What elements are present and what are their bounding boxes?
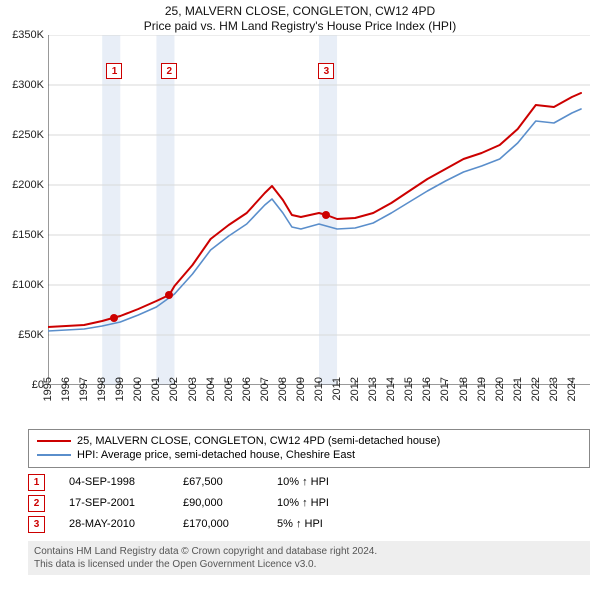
x-tick-label: 2022 (530, 377, 542, 401)
page-subtitle: Price paid vs. HM Land Registry's House … (0, 19, 600, 33)
sale-delta: 10% ↑ HPI (277, 497, 367, 509)
x-tick-label: 2012 (349, 377, 361, 401)
x-tick-label: 2004 (205, 377, 217, 401)
sale-notes: 1 04-SEP-1998 £67,500 10% ↑ HPI 2 17-SEP… (28, 474, 590, 533)
x-tick-label: 1999 (114, 377, 126, 401)
legend-item: HPI: Average price, semi-detached house,… (37, 448, 581, 462)
x-tick-label: 2002 (168, 377, 180, 401)
x-tick-label: 1996 (60, 377, 72, 401)
page-title: 25, MALVERN CLOSE, CONGLETON, CW12 4PD (0, 4, 600, 18)
sale-marker-icon: 3 (318, 63, 334, 79)
sale-price: £90,000 (183, 497, 253, 509)
x-tick-label: 2007 (259, 377, 271, 401)
x-tick-label: 2013 (367, 377, 379, 401)
sale-delta: 5% ↑ HPI (277, 518, 367, 530)
footer-line: This data is licensed under the Open Gov… (34, 558, 584, 571)
x-tick-label: 2006 (241, 377, 253, 401)
sale-point-icon (165, 291, 173, 299)
sale-date: 17-SEP-2001 (69, 497, 159, 509)
sale-marker-icon: 2 (28, 495, 45, 512)
sale-point-icon (322, 211, 330, 219)
x-tick-label: 2018 (458, 377, 470, 401)
sale-point-icon (110, 314, 118, 322)
sale-note: 1 04-SEP-1998 £67,500 10% ↑ HPI (28, 474, 590, 491)
legend-label: 25, MALVERN CLOSE, CONGLETON, CW12 4PD (… (77, 434, 440, 448)
sale-marker-icon: 1 (106, 63, 122, 79)
sale-marker-icon: 3 (28, 516, 45, 533)
legend: 25, MALVERN CLOSE, CONGLETON, CW12 4PD (… (28, 429, 590, 468)
y-tick-label: £0 (0, 379, 44, 391)
x-tick-label: 2021 (512, 377, 524, 401)
x-tick-label: 2010 (313, 377, 325, 401)
sale-marker-icon: 1 (28, 474, 45, 491)
page: 25, MALVERN CLOSE, CONGLETON, CW12 4PD P… (0, 0, 600, 590)
sale-delta: 10% ↑ HPI (277, 476, 367, 488)
sale-marker-icon: 2 (161, 63, 177, 79)
y-tick-label: £150K (0, 229, 44, 241)
x-tick-label: 2019 (476, 377, 488, 401)
x-tick-label: 2020 (494, 377, 506, 401)
x-tick-label: 2023 (548, 377, 560, 401)
y-tick-label: £250K (0, 129, 44, 141)
y-tick-label: £50K (0, 329, 44, 341)
x-tick-label: 2015 (403, 377, 415, 401)
footer: Contains HM Land Registry data © Crown c… (28, 541, 590, 575)
x-tick-label: 1998 (96, 377, 108, 401)
x-tick-label: 2017 (439, 377, 451, 401)
y-tick-label: £300K (0, 79, 44, 91)
x-tick-label: 2000 (132, 377, 144, 401)
x-tick-label: 1997 (78, 377, 90, 401)
x-tick-label: 2024 (566, 377, 578, 401)
x-tick-label: 2014 (385, 377, 397, 401)
y-tick-label: £100K (0, 279, 44, 291)
legend-item: 25, MALVERN CLOSE, CONGLETON, CW12 4PD (… (37, 434, 581, 448)
legend-swatch (37, 440, 71, 442)
chart-svg (48, 35, 590, 385)
sale-price: £170,000 (183, 518, 253, 530)
sale-price: £67,500 (183, 476, 253, 488)
x-tick-label: 1995 (42, 377, 54, 401)
sale-date: 04-SEP-1998 (69, 476, 159, 488)
sale-note: 3 28-MAY-2010 £170,000 5% ↑ HPI (28, 516, 590, 533)
x-tick-label: 2003 (187, 377, 199, 401)
legend-swatch (37, 454, 71, 456)
sale-date: 28-MAY-2010 (69, 518, 159, 530)
footer-line: Contains HM Land Registry data © Crown c… (34, 545, 584, 558)
x-tick-label: 2011 (331, 377, 343, 401)
legend-label: HPI: Average price, semi-detached house,… (77, 448, 355, 462)
x-tick-label: 2009 (295, 377, 307, 401)
y-tick-label: £350K (0, 29, 44, 41)
x-tick-label: 2016 (421, 377, 433, 401)
x-tick-label: 2001 (150, 377, 162, 401)
sale-note: 2 17-SEP-2001 £90,000 10% ↑ HPI (28, 495, 590, 512)
x-tick-label: 2005 (223, 377, 235, 401)
y-tick-label: £200K (0, 179, 44, 191)
x-tick-label: 2008 (277, 377, 289, 401)
chart: 123£0£50K£100K£150K£200K£250K£300K£350K1… (48, 35, 590, 385)
